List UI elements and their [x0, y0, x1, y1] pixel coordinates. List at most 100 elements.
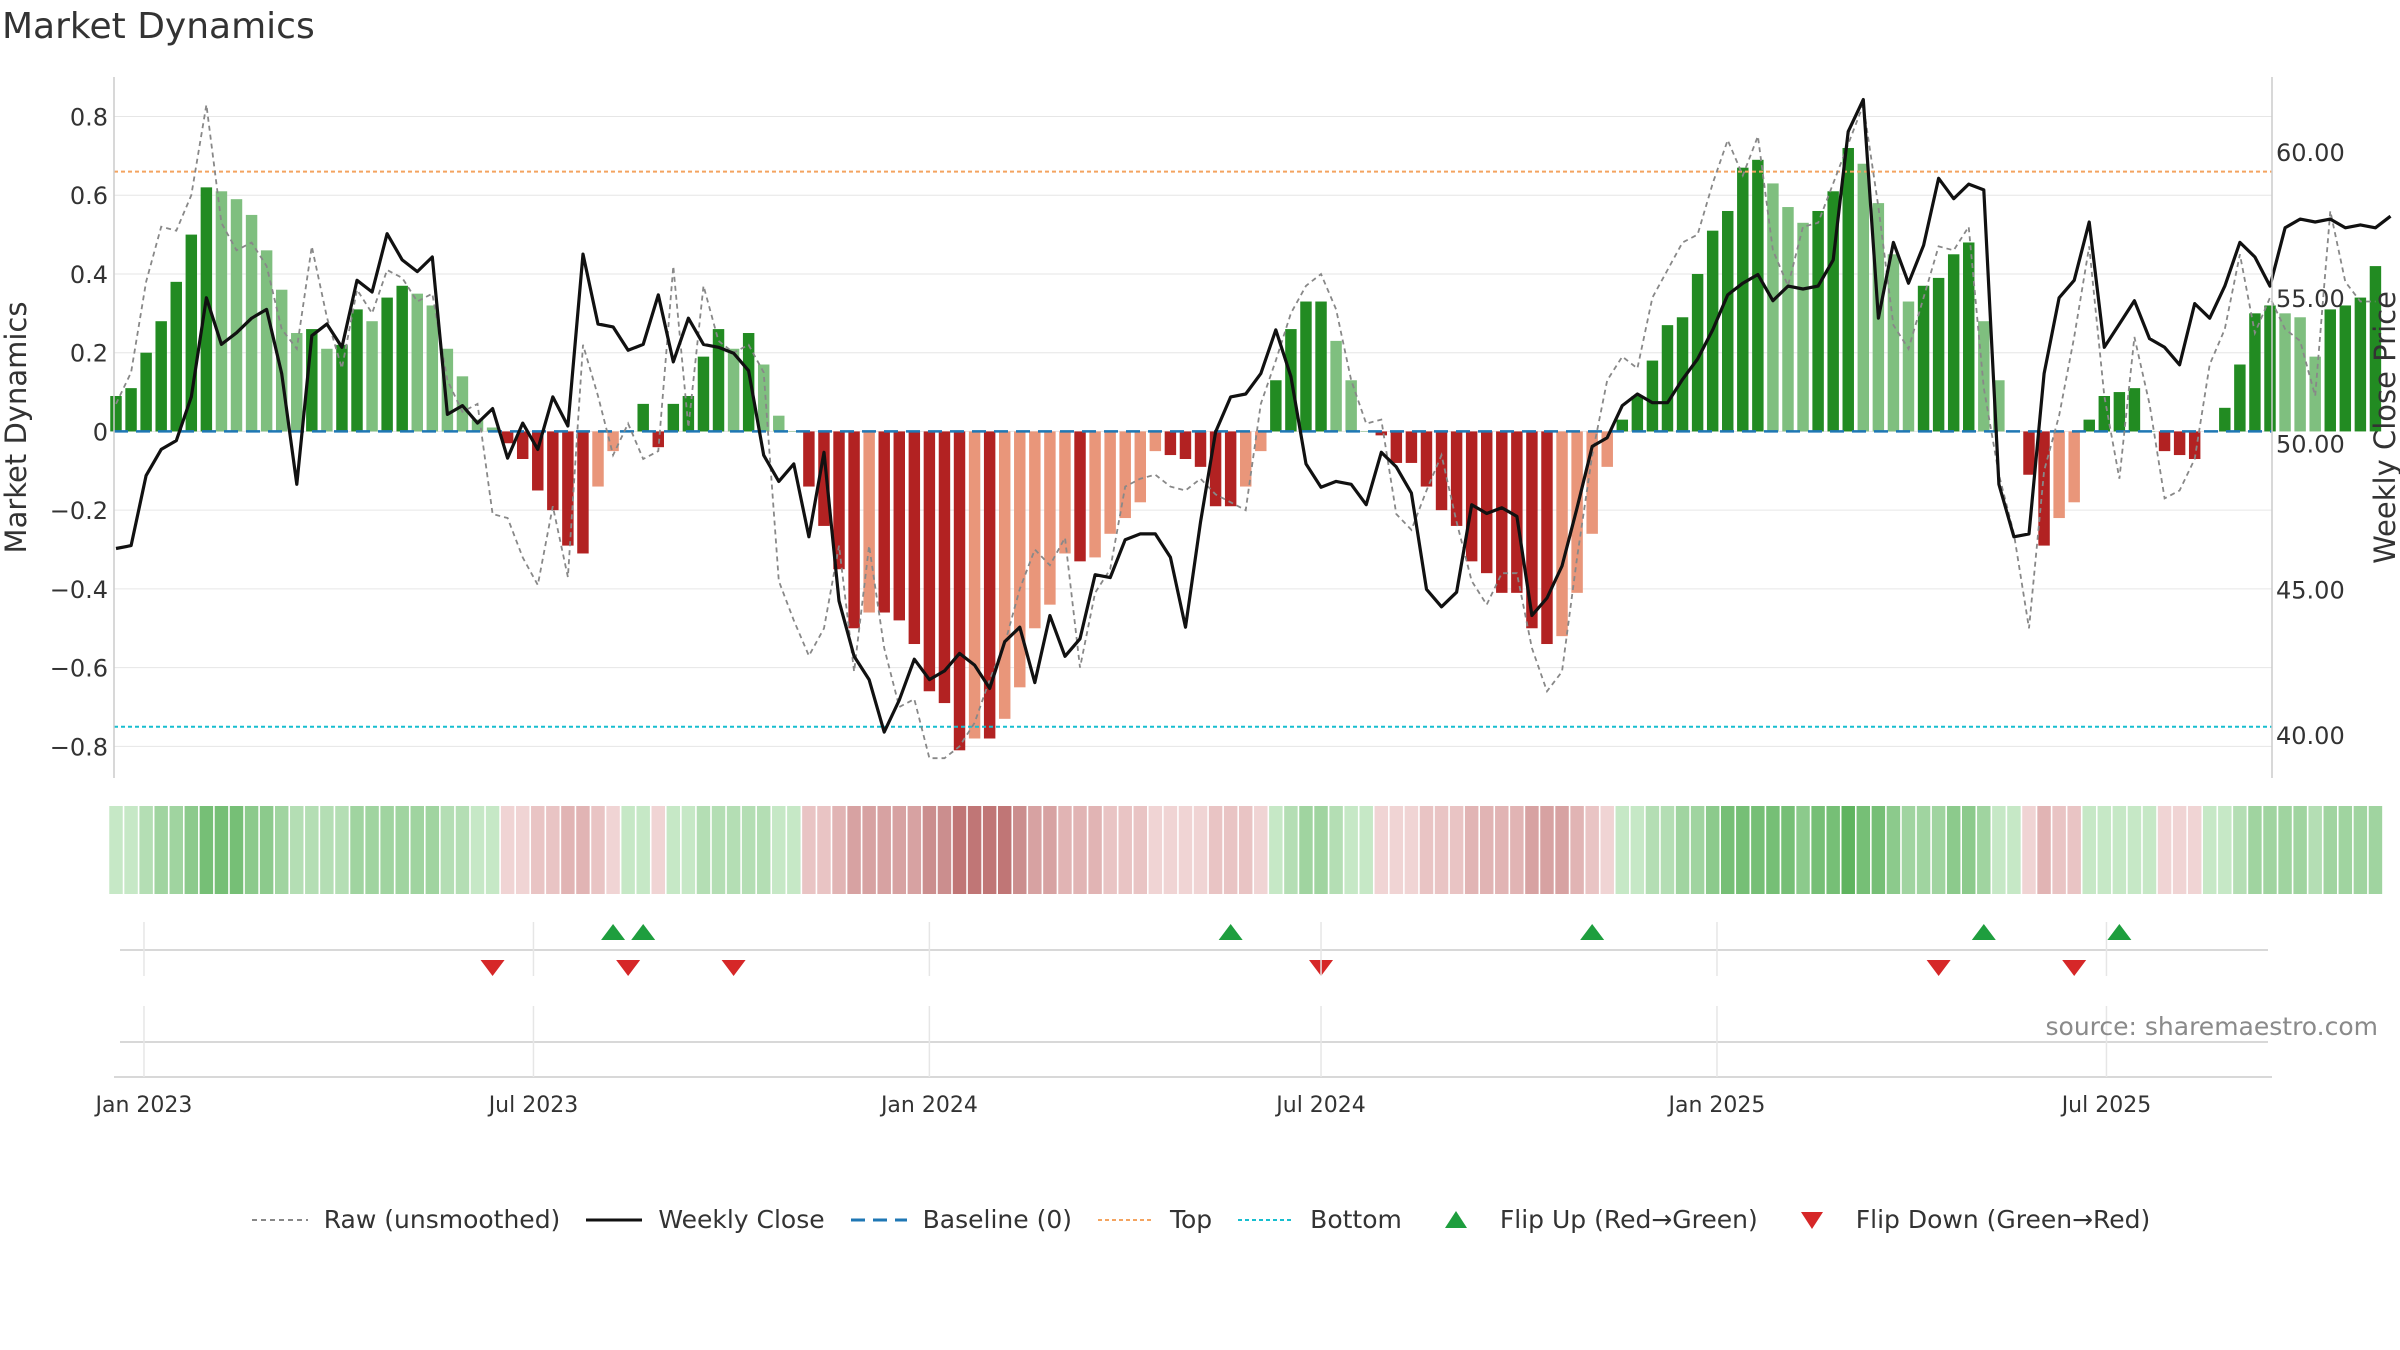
regime-cell: [681, 806, 696, 894]
x-tick-label: Jan 2024: [879, 1093, 978, 1118]
y-left-tick-label: 0: [93, 418, 108, 446]
regime-cell: [1555, 806, 1569, 894]
regime-cell: [1540, 806, 1554, 894]
flip-up-marker: [601, 924, 626, 940]
dynamics-bar: [230, 199, 243, 432]
legend-item-raw: Raw (unsmoothed): [250, 1205, 561, 1234]
regime-cell: [1796, 806, 1810, 894]
regime-cell: [1525, 806, 1539, 894]
legend-label-baseline: Baseline (0): [922, 1205, 1072, 1234]
dynamics-bar: [1541, 431, 1553, 645]
regime-cell: [711, 806, 726, 894]
dynamics-bar: [486, 427, 499, 432]
dynamics-bar: [1827, 191, 1839, 432]
dynamics-bar: [953, 431, 966, 751]
dynamics-bar: [1465, 431, 1478, 562]
dynamics-bar: [1661, 325, 1674, 432]
regime-cell: [229, 806, 244, 894]
regime-cell: [907, 806, 922, 894]
dynamics-bar: [1752, 159, 1764, 432]
regime-cell: [1479, 806, 1494, 894]
regime-cell: [2353, 806, 2368, 894]
dynamics-bar: [863, 431, 875, 613]
dynamics-bar: [712, 329, 725, 432]
regime-cell: [1464, 806, 1479, 894]
y-right-tick-label: 50.00: [2276, 431, 2345, 459]
dynamics-bar: [1300, 301, 1312, 432]
source-note: source: sharemaestro.com: [2045, 1012, 2379, 1041]
regime-cell: [1570, 806, 1584, 894]
dynamics-bar: [1255, 431, 1267, 452]
regime-cell: [2007, 806, 2021, 894]
flip-up-marker: [2107, 924, 2132, 940]
dynamics-bar: [818, 431, 830, 526]
y-left-axis-label: Market Dynamics: [0, 302, 33, 554]
y-left-tick-label: −0.4: [50, 576, 108, 604]
y-left-tick-label: −0.8: [50, 733, 108, 761]
dynamics-bar: [1089, 431, 1101, 558]
regime-cell: [802, 806, 816, 894]
y-left-tick-label: 0.6: [70, 182, 108, 210]
regime-cell: [440, 806, 455, 894]
dynamics-bar: [833, 431, 845, 570]
regime-cell: [696, 806, 711, 894]
x-tick-label: Jan 2025: [1667, 1093, 1766, 1118]
legend-item-flip-down: Flip Down (Green→Red): [1782, 1205, 2150, 1234]
regime-cell: [531, 806, 545, 894]
regime-cell: [1419, 806, 1434, 894]
x-tick-label: Jul 2024: [1274, 1093, 1366, 1118]
regime-cell: [2187, 806, 2202, 894]
dynamics-bar: [983, 431, 996, 739]
dynamics-bar: [878, 431, 890, 613]
flip-down-marker: [480, 960, 505, 976]
regime-cell: [636, 806, 650, 894]
regime-cell: [937, 806, 952, 894]
dynamics-bar: [893, 431, 905, 621]
dynamics-bar: [366, 321, 378, 432]
dynamics-bar: [1164, 431, 1177, 456]
dynamics-bar: [381, 297, 393, 432]
y-left-tick-label: 0.4: [70, 261, 108, 289]
regime-cell: [2233, 806, 2247, 894]
regime-cell: [169, 806, 183, 894]
regime-cell: [1344, 806, 1358, 894]
legend-close-swatch: [586, 1218, 643, 1221]
regime-cell: [1314, 806, 1328, 894]
flip-up-marker: [1580, 924, 1605, 940]
regime-cell: [1389, 806, 1404, 894]
regime-cell: [2338, 806, 2353, 894]
regime-cell: [1826, 806, 1840, 894]
dynamics-bar: [110, 396, 122, 432]
legend-label-flip-up: Flip Up (Red→Green): [1499, 1205, 1758, 1234]
dynamics-bar: [1601, 431, 1613, 467]
regime-cell: [576, 806, 590, 894]
dynamics-bar: [697, 356, 710, 432]
regime-cell: [305, 806, 319, 894]
flip-down-marker: [1926, 960, 1951, 976]
dynamics-bar: [1014, 431, 1026, 688]
dynamics-bar: [1496, 431, 1508, 593]
regime-cell: [862, 806, 876, 894]
dynamics-bar: [547, 431, 559, 511]
regime-cell: [1781, 806, 1795, 894]
regime-cell: [139, 806, 153, 894]
dynamics-bar: [1405, 431, 1418, 463]
regime-cell: [2157, 806, 2172, 894]
regime-cell: [1449, 806, 1464, 894]
dynamics-bar: [1556, 431, 1568, 637]
dynamics-bar: [245, 214, 258, 432]
dynamics-bar: [2234, 364, 2246, 432]
regime-cell: [2172, 806, 2187, 894]
dynamics-bar: [1194, 431, 1207, 467]
reference-lines: [114, 170, 2272, 728]
regime-cell: [1043, 806, 1057, 894]
legend-label-raw: Raw (unsmoothed): [323, 1205, 561, 1234]
regime-cell: [274, 806, 289, 894]
regime-cell: [1510, 806, 1524, 894]
dynamics-bar: [773, 415, 785, 432]
regime-cell: [2052, 806, 2066, 894]
regime-cell: [666, 806, 681, 894]
dynamics-bar: [968, 431, 981, 739]
regime-cell: [1886, 806, 1901, 894]
dynamics-bar: [2068, 431, 2080, 503]
